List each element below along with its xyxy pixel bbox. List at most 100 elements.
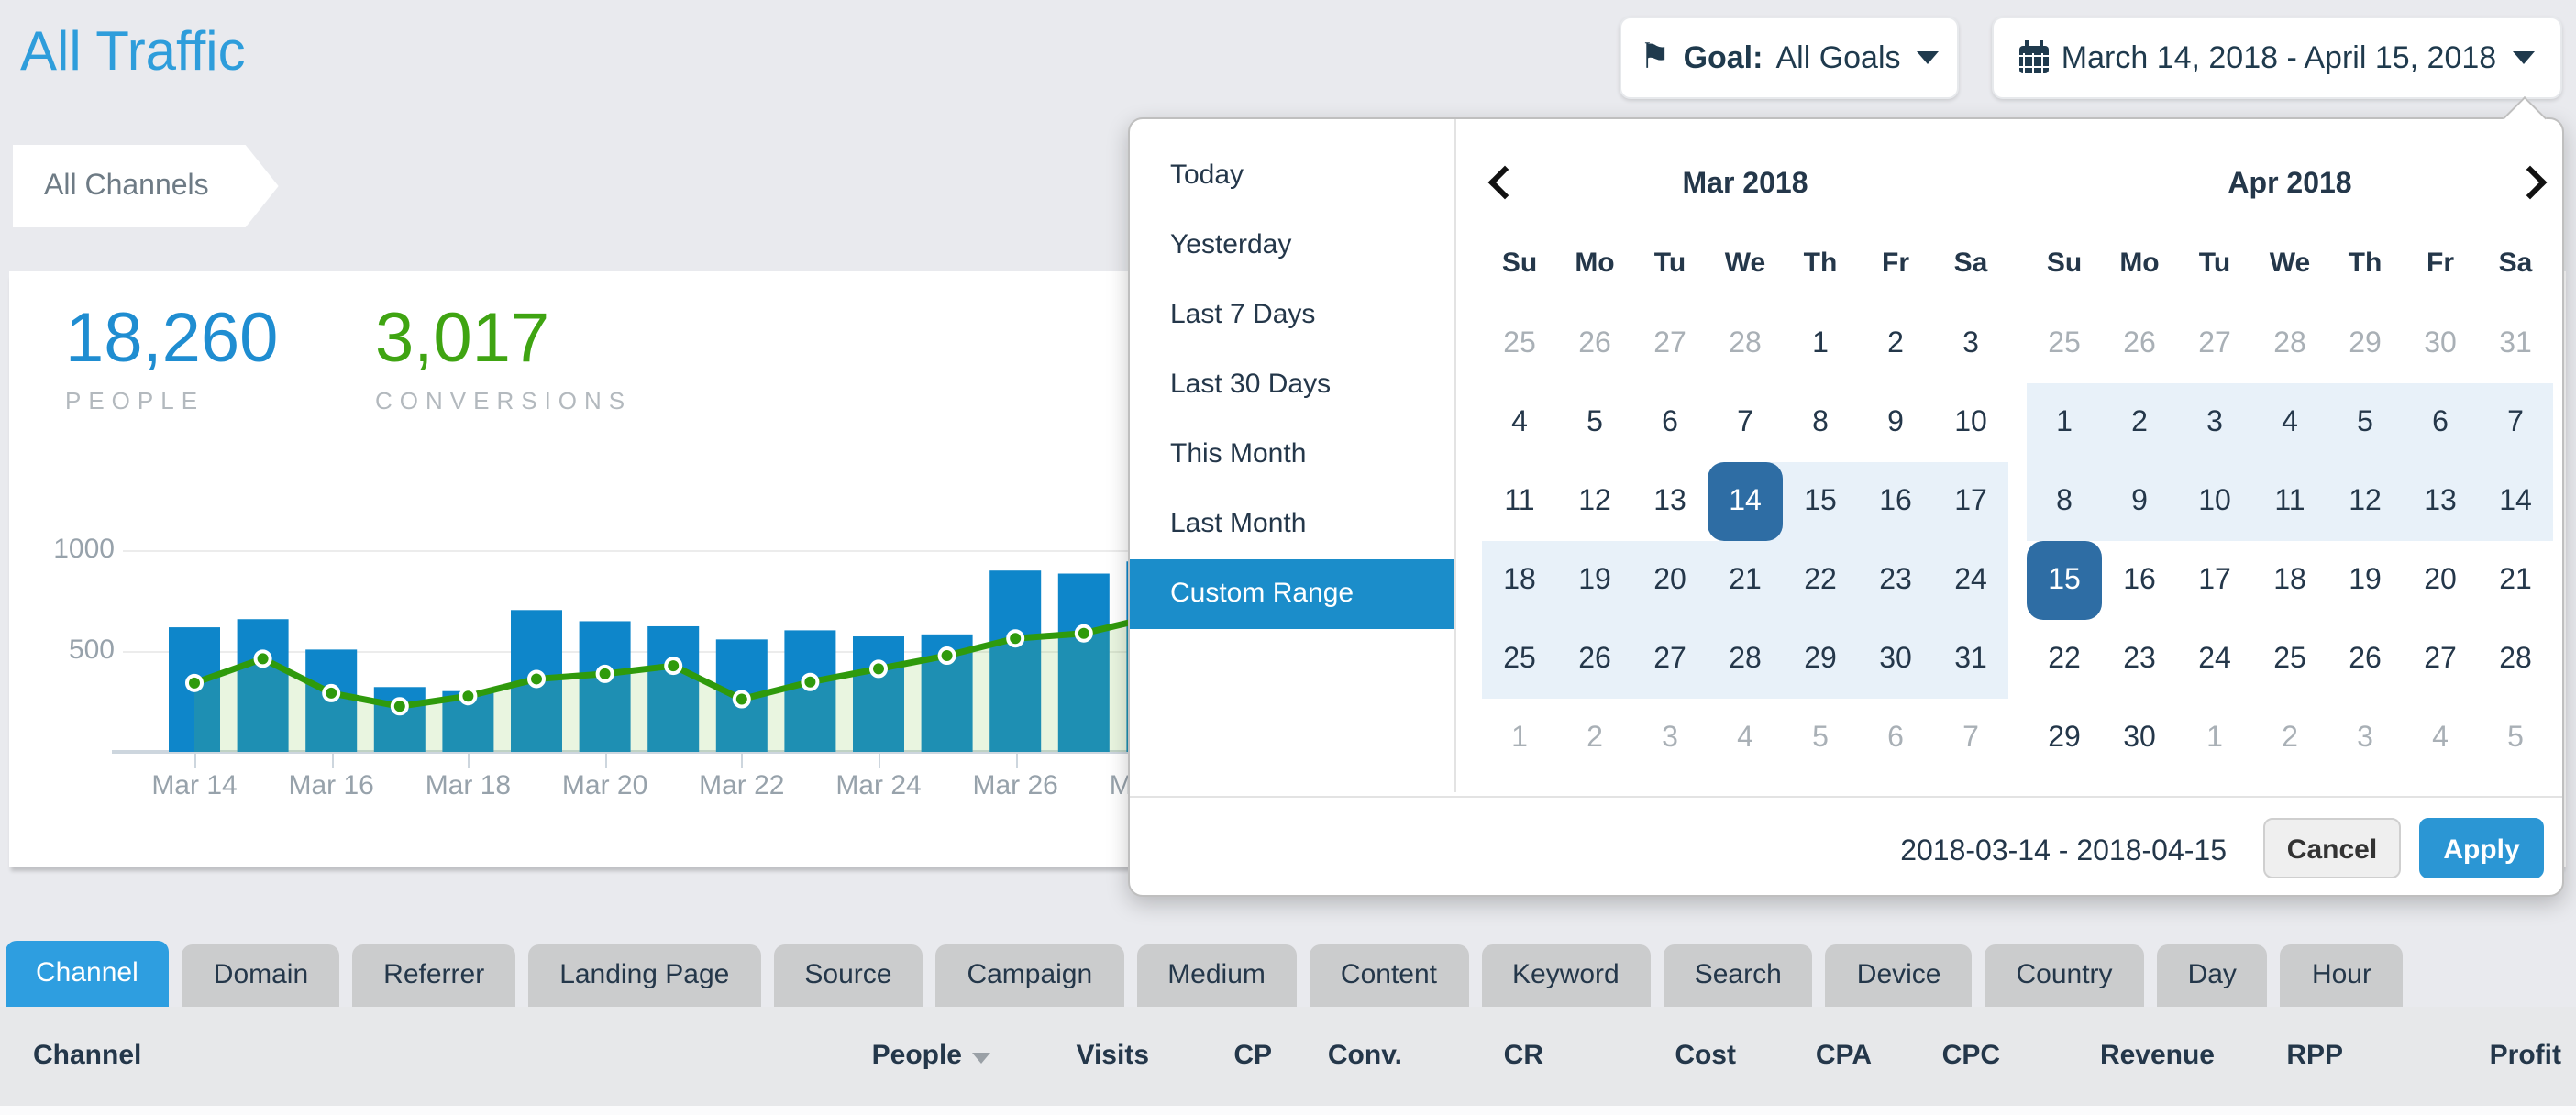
day-cell[interactable]: 17 bbox=[2198, 564, 2231, 595]
day-cell[interactable]: 1 bbox=[1812, 327, 1829, 359]
day-cell[interactable]: 15 bbox=[2027, 540, 2102, 619]
day-cell[interactable]: 7 bbox=[1737, 406, 1753, 437]
tab-keyword[interactable]: Keyword bbox=[1481, 944, 1651, 1006]
column-header-visits[interactable]: Visits bbox=[1076, 1040, 1150, 1071]
day-cell[interactable]: 11 bbox=[2252, 461, 2327, 540]
range-option-this-month[interactable]: This Month bbox=[1170, 437, 1307, 469]
day-cell[interactable]: 27 bbox=[2198, 327, 2231, 359]
day-cell[interactable]: 8 bbox=[1812, 406, 1829, 437]
day-cell[interactable]: 16 bbox=[2123, 564, 2156, 595]
column-header-cpa[interactable]: CPA bbox=[1815, 1040, 1872, 1071]
day-cell[interactable]: 20 bbox=[2424, 564, 2457, 595]
day-cell[interactable]: 5 bbox=[2327, 382, 2403, 461]
column-header-cpc[interactable]: CPC bbox=[1941, 1040, 2000, 1071]
day-cell[interactable]: 2 bbox=[1587, 722, 1603, 753]
day-cell[interactable]: 16 bbox=[1858, 461, 1933, 540]
day-cell[interactable]: 5 bbox=[1812, 722, 1829, 753]
day-cell[interactable]: 11 bbox=[1504, 485, 1535, 516]
breadcrumb-all-channels[interactable]: All Channels bbox=[13, 145, 279, 227]
tab-channel[interactable]: Channel bbox=[5, 941, 170, 1006]
day-cell[interactable]: 9 bbox=[2102, 461, 2177, 540]
column-header-profit[interactable]: Profit bbox=[2489, 1040, 2561, 1071]
day-cell[interactable]: 9 bbox=[1887, 406, 1904, 437]
day-cell[interactable]: 1 bbox=[2206, 722, 2223, 753]
tab-day[interactable]: Day bbox=[2156, 944, 2268, 1006]
day-cell[interactable]: 1 bbox=[1511, 722, 1528, 753]
date-range-button[interactable]: March 14, 2018 - April 15, 2018 bbox=[1992, 17, 2562, 99]
day-cell[interactable]: 19 bbox=[2349, 564, 2382, 595]
day-cell[interactable]: 30 bbox=[1858, 619, 1933, 698]
day-cell[interactable]: 4 bbox=[2432, 722, 2449, 753]
day-cell[interactable]: 26 bbox=[2123, 327, 2156, 359]
day-cell[interactable]: 28 bbox=[1708, 619, 1783, 698]
tab-content[interactable]: Content bbox=[1309, 944, 1468, 1006]
range-option-last-30-days[interactable]: Last 30 Days bbox=[1170, 368, 1332, 399]
range-option-last-month[interactable]: Last Month bbox=[1170, 507, 1307, 538]
day-cell[interactable]: 28 bbox=[2273, 327, 2306, 359]
column-header-people[interactable]: People bbox=[791, 1040, 989, 1071]
day-cell[interactable]: 14 bbox=[2478, 461, 2553, 540]
goal-dropdown-button[interactable]: ⚑ Goal: All Goals bbox=[1620, 17, 1959, 99]
range-option-custom-range[interactable]: Custom Range bbox=[1130, 558, 1454, 628]
tab-domain[interactable]: Domain bbox=[182, 944, 340, 1006]
day-cell[interactable]: 31 bbox=[2499, 327, 2532, 359]
tab-country[interactable]: Country bbox=[1985, 944, 2144, 1006]
day-cell[interactable]: 6 bbox=[1662, 406, 1678, 437]
tab-referrer[interactable]: Referrer bbox=[352, 944, 516, 1006]
day-cell[interactable]: 25 bbox=[1503, 327, 1536, 359]
day-cell[interactable]: 4 bbox=[1511, 406, 1528, 437]
apply-button[interactable]: Apply bbox=[2419, 818, 2544, 878]
day-cell[interactable]: 29 bbox=[2349, 327, 2382, 359]
prev-month-icon[interactable] bbox=[1487, 164, 1522, 199]
day-cell[interactable]: 7 bbox=[2478, 382, 2553, 461]
day-cell[interactable]: 21 bbox=[2499, 564, 2532, 595]
day-cell[interactable]: 13 bbox=[2403, 461, 2478, 540]
column-header-rpp[interactable]: RPP bbox=[2286, 1040, 2343, 1071]
day-cell[interactable]: 14 bbox=[1708, 461, 1783, 540]
tab-search[interactable]: Search bbox=[1663, 944, 1813, 1006]
day-cell[interactable]: 25 bbox=[2273, 643, 2306, 674]
day-cell[interactable]: 31 bbox=[1933, 619, 2008, 698]
day-cell[interactable]: 8 bbox=[2027, 461, 2102, 540]
day-cell[interactable]: 3 bbox=[1662, 722, 1678, 753]
day-cell[interactable]: 10 bbox=[2177, 461, 2252, 540]
range-option-today[interactable]: Today bbox=[1170, 159, 1244, 190]
tab-source[interactable]: Source bbox=[773, 944, 923, 1006]
day-cell[interactable]: 10 bbox=[1954, 406, 1987, 437]
day-cell[interactable]: 27 bbox=[1653, 327, 1686, 359]
tab-device[interactable]: Device bbox=[1825, 944, 1973, 1006]
day-cell[interactable]: 22 bbox=[2048, 643, 2081, 674]
day-cell[interactable]: 29 bbox=[1783, 619, 1858, 698]
tab-medium[interactable]: Medium bbox=[1136, 944, 1297, 1006]
day-cell[interactable]: 19 bbox=[1557, 540, 1632, 619]
day-cell[interactable]: 5 bbox=[2507, 722, 2524, 753]
column-header-conv[interactable]: Conv. bbox=[1327, 1040, 1402, 1071]
column-header-cost[interactable]: Cost bbox=[1675, 1040, 1736, 1071]
day-cell[interactable]: 13 bbox=[1653, 485, 1686, 516]
day-cell[interactable]: 29 bbox=[2048, 722, 2081, 753]
day-cell[interactable]: 4 bbox=[2252, 382, 2327, 461]
day-cell[interactable]: 6 bbox=[2403, 382, 2478, 461]
column-header-cp[interactable]: CP bbox=[1233, 1040, 1272, 1071]
day-cell[interactable]: 5 bbox=[1587, 406, 1603, 437]
day-cell[interactable]: 27 bbox=[2424, 643, 2457, 674]
day-cell[interactable]: 24 bbox=[2198, 643, 2231, 674]
cancel-button[interactable]: Cancel bbox=[2263, 818, 2401, 878]
day-cell[interactable]: 26 bbox=[2349, 643, 2382, 674]
day-cell[interactable]: 28 bbox=[1729, 327, 1762, 359]
day-cell[interactable]: 17 bbox=[1933, 461, 2008, 540]
day-cell[interactable]: 20 bbox=[1632, 540, 1708, 619]
day-cell[interactable]: 6 bbox=[1887, 722, 1904, 753]
day-cell[interactable]: 23 bbox=[1858, 540, 1933, 619]
next-month-icon[interactable] bbox=[2513, 164, 2548, 199]
day-cell[interactable]: 22 bbox=[1783, 540, 1858, 619]
day-cell[interactable]: 23 bbox=[2123, 643, 2156, 674]
day-cell[interactable]: 2 bbox=[2282, 722, 2298, 753]
day-cell[interactable]: 25 bbox=[2048, 327, 2081, 359]
day-cell[interactable]: 26 bbox=[1557, 619, 1632, 698]
day-cell[interactable]: 18 bbox=[1482, 540, 1557, 619]
day-cell[interactable]: 7 bbox=[1962, 722, 1979, 753]
day-cell[interactable]: 15 bbox=[1783, 461, 1858, 540]
day-cell[interactable]: 28 bbox=[2499, 643, 2532, 674]
day-cell[interactable]: 25 bbox=[1482, 619, 1557, 698]
